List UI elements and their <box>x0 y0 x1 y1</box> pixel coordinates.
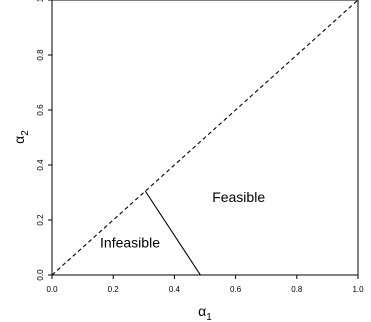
y-tick-label: 0.2 <box>36 214 45 226</box>
annotations: Feasible Infeasible <box>100 189 265 250</box>
x-tick-label: 0.4 <box>169 285 181 294</box>
x-tick-label: 1.0 <box>352 285 364 294</box>
x-tick-label: 0.2 <box>108 285 120 294</box>
x-tick-label: 0.6 <box>230 285 242 294</box>
y-tick-label: 0.4 <box>36 159 45 171</box>
diagonal-dashed-line <box>51 0 359 276</box>
x-tick-label: 0.8 <box>291 285 303 294</box>
y-tick-label: 1 <box>36 0 45 2</box>
x-tick-label: 0.0 <box>46 285 58 294</box>
x-axis-ticks: 0.0 0.2 0.4 0.6 0.8 1.0 <box>46 275 364 294</box>
series-layer <box>51 0 359 276</box>
y-tick-label: 0.8 <box>36 49 45 61</box>
plot-frame <box>51 0 359 276</box>
region-label-feasible: Feasible <box>212 189 265 205</box>
y-tick-label: 0.0 <box>36 269 45 281</box>
boundary-line <box>144 190 201 276</box>
y-axis-ticks: 0.0 0.2 0.4 0.6 0.8 1 <box>36 0 52 281</box>
x-axis-label: α1 <box>198 303 212 322</box>
y-axis-label: α2 <box>11 130 31 144</box>
y-tick-label: 0.6 <box>36 104 45 116</box>
region-label-infeasible: Infeasible <box>100 235 160 251</box>
